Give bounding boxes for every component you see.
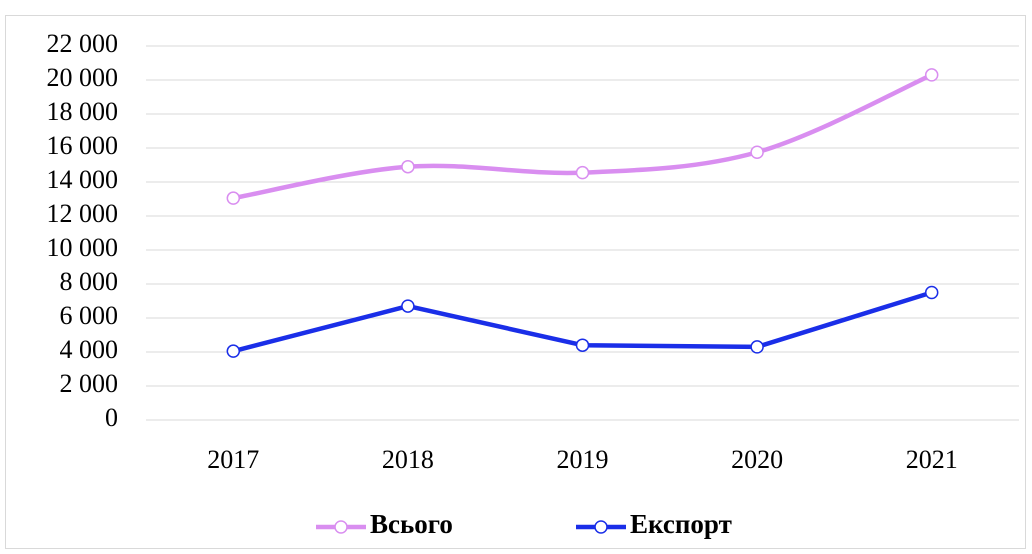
- y-tick-label: 22 000: [47, 29, 119, 58]
- point-marker: [924, 68, 939, 82]
- y-tick-label: 2 000: [60, 369, 119, 398]
- point-marker: [575, 338, 590, 352]
- y-tick-label: 10 000: [47, 233, 119, 262]
- point-marker: [401, 159, 415, 174]
- y-tick-label: 14 000: [47, 165, 119, 194]
- legend-label: Всього: [370, 509, 453, 539]
- y-tick-label: 18 000: [47, 97, 119, 126]
- legend-marker: [594, 520, 608, 534]
- legend-marker: [334, 520, 348, 534]
- y-tick-label: 4 000: [60, 335, 119, 364]
- y-tick-label: 16 000: [47, 131, 119, 160]
- point-marker: [924, 285, 939, 300]
- point-marker: [750, 145, 764, 159]
- point-marker: [226, 344, 241, 358]
- x-tick-label: 2017: [207, 445, 259, 474]
- point-marker: [750, 340, 764, 354]
- x-tick-label: 2019: [557, 445, 609, 474]
- y-tick-label: 6 000: [60, 301, 119, 330]
- point-marker: [575, 165, 590, 180]
- x-tick-label: 2018: [382, 445, 434, 474]
- x-tick-label: 2021: [906, 445, 958, 474]
- chart-frame: [5, 15, 1026, 549]
- y-tick-label: 8 000: [60, 267, 119, 296]
- point-marker: [401, 299, 415, 313]
- y-tick-label: 20 000: [47, 63, 119, 92]
- x-tick-label: 2020: [731, 445, 783, 474]
- y-tick-label: 0: [105, 403, 118, 432]
- point-marker: [226, 191, 241, 205]
- legend-label: Експорт: [630, 509, 732, 539]
- y-tick-label: 12 000: [47, 199, 119, 228]
